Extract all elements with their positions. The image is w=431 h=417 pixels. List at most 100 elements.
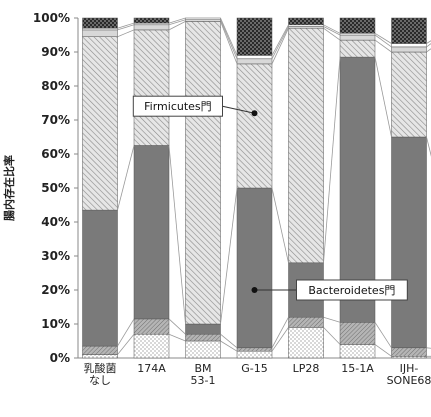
bar-segment-solid-light bbox=[392, 47, 427, 52]
bar-segment-solid-light bbox=[134, 25, 169, 30]
x-category-label: G-15 bbox=[241, 362, 268, 375]
series-connector-line bbox=[221, 18, 238, 55]
bar-segment-solid-light bbox=[83, 30, 118, 37]
y-axis-title: 腸内存在比率 bbox=[2, 155, 16, 221]
bar-segment-firmicutes bbox=[392, 52, 427, 137]
bar-segment-solid-white bbox=[186, 18, 221, 20]
series-connector-line bbox=[221, 188, 238, 324]
bar-segment-solid-white bbox=[83, 28, 118, 30]
bar-segment-solid-white bbox=[392, 44, 427, 47]
series-connector-line bbox=[375, 35, 392, 47]
series-connector-line bbox=[375, 344, 392, 356]
x-category-label: SONE68 bbox=[387, 374, 431, 387]
bar-segment-hatch-fine bbox=[392, 348, 427, 357]
x-category-label: 174A bbox=[137, 362, 166, 375]
series-connector-line bbox=[169, 319, 186, 334]
series-connector-line bbox=[272, 27, 289, 59]
bar-segment-hatch-fine bbox=[186, 334, 221, 341]
series-connector-line bbox=[324, 317, 341, 322]
bar-segment-solid-light bbox=[237, 59, 272, 64]
bar-segment-checker-dark bbox=[83, 18, 118, 28]
series-connector-line bbox=[272, 327, 289, 351]
bar-segment-dots bbox=[340, 344, 375, 358]
series-connector-line bbox=[118, 334, 135, 354]
series-connector-line bbox=[221, 20, 238, 59]
y-tick-label: 20% bbox=[41, 283, 70, 297]
bar-segment-dots bbox=[186, 341, 221, 358]
y-tick-label: 0% bbox=[50, 351, 70, 365]
series-connector-line bbox=[324, 327, 341, 344]
bar-segment-firmicutes bbox=[289, 28, 324, 263]
series-connector-line bbox=[272, 25, 289, 56]
bar-segment-dots bbox=[237, 351, 272, 358]
annotation-marker-dot bbox=[252, 287, 258, 293]
bar-segment-hatch-fine bbox=[83, 346, 118, 355]
annotation-marker-dot bbox=[252, 110, 258, 116]
series-connector-line bbox=[427, 137, 431, 203]
bar-segment-bacteroidetes bbox=[237, 188, 272, 348]
bar-segment-firmicutes bbox=[186, 21, 221, 324]
y-tick-label: 40% bbox=[41, 215, 70, 229]
y-tick-label: 80% bbox=[41, 79, 70, 93]
series-connector-line bbox=[324, 57, 341, 263]
bar-segment-firmicutes bbox=[237, 64, 272, 188]
bar-segment-bacteroidetes bbox=[134, 146, 169, 319]
bar-segment-hatch-fine bbox=[237, 348, 272, 351]
series-connector-line bbox=[427, 33, 431, 43]
series-connector-line bbox=[118, 319, 135, 346]
annotation-label: Bacteroidetes門 bbox=[308, 284, 395, 297]
bar-segment-checker-dark bbox=[289, 18, 324, 25]
bar-segment-hatch-fine bbox=[340, 322, 375, 344]
bar-segment-checker-dark bbox=[134, 18, 169, 23]
y-tick-label: 100% bbox=[33, 11, 70, 25]
bar-segment-firmicutes bbox=[83, 37, 118, 210]
x-category-label: なし bbox=[89, 374, 111, 387]
bar-segment-dots bbox=[83, 355, 118, 358]
series-connector-line bbox=[169, 334, 186, 341]
series-connector-line bbox=[272, 188, 289, 263]
bar-segment-firmicutes bbox=[340, 40, 375, 57]
series-connector-line bbox=[221, 21, 238, 64]
y-tick-label: 10% bbox=[41, 317, 70, 331]
y-tick-label: 30% bbox=[41, 249, 70, 263]
x-category-label: 乳酸菌 bbox=[84, 361, 117, 375]
bar-segment-solid-light bbox=[289, 27, 324, 29]
x-category-label: 53-1 bbox=[191, 374, 216, 387]
bar-segment-dots bbox=[134, 334, 169, 358]
series-connector-line bbox=[169, 146, 186, 325]
series-connector-line bbox=[272, 317, 289, 348]
series-connector-line bbox=[118, 146, 135, 211]
series-connector-line bbox=[118, 30, 135, 37]
x-category-label: LP28 bbox=[293, 362, 320, 375]
series-connector-line bbox=[427, 348, 431, 350]
series-connector-line bbox=[324, 25, 341, 34]
series-connector-line bbox=[375, 57, 392, 137]
bar-segment-checker-dark bbox=[392, 18, 427, 44]
bar-segment-bacteroidetes bbox=[392, 137, 427, 348]
bar-segment-solid-white bbox=[134, 23, 169, 25]
bar-segment-solid-white bbox=[340, 33, 375, 35]
bar-segment-bacteroidetes bbox=[83, 210, 118, 346]
bar-segment-hatch-fine bbox=[289, 317, 324, 327]
bar-segment-solid-light bbox=[186, 20, 221, 22]
bar-segment-checker-dark bbox=[340, 18, 375, 33]
annotation-label: Firmicutes門 bbox=[144, 100, 212, 113]
bar-segment-solid-white bbox=[237, 55, 272, 58]
bar-segment-checker-dark bbox=[237, 18, 272, 55]
bar-segment-bacteroidetes bbox=[186, 324, 221, 334]
bar-segment-firmicutes bbox=[134, 30, 169, 146]
y-tick-label: 70% bbox=[41, 113, 70, 127]
bar-segment-dots bbox=[392, 356, 427, 358]
series-connector-line bbox=[272, 28, 289, 64]
series-connector-line bbox=[375, 322, 392, 348]
y-tick-label: 60% bbox=[41, 147, 70, 161]
y-tick-label: 50% bbox=[41, 181, 70, 195]
bar-segment-solid-white bbox=[289, 25, 324, 27]
x-category-label: 15-1A bbox=[341, 362, 374, 375]
bar-segment-hatch-fine bbox=[134, 319, 169, 334]
bar-segment-solid-light bbox=[340, 35, 375, 40]
y-tick-label: 90% bbox=[41, 45, 70, 59]
bar-segment-dots bbox=[289, 327, 324, 358]
